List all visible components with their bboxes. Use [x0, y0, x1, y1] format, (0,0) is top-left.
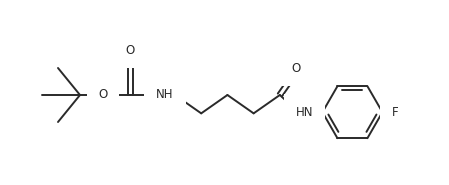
Text: HN: HN: [296, 106, 313, 119]
Text: F: F: [392, 106, 398, 119]
Text: O: O: [125, 43, 135, 56]
Text: O: O: [291, 62, 300, 75]
Text: O: O: [98, 88, 108, 102]
Text: NH: NH: [156, 88, 174, 102]
